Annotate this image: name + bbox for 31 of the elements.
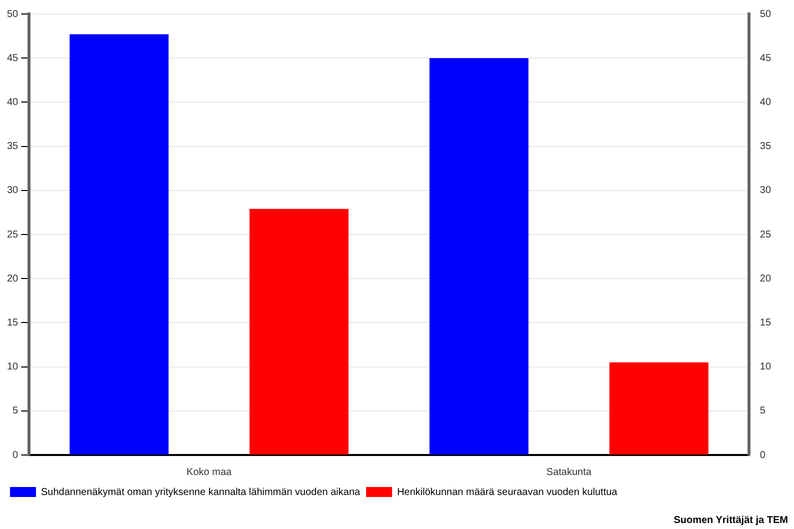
- y2-tick-label: 0: [760, 450, 766, 461]
- y2-tick-label: 35: [760, 141, 772, 152]
- legend-label: Henkilökunnan määrä seuraavan vuoden kuluttua: [397, 486, 618, 498]
- y-tick-label: 25: [7, 229, 19, 240]
- y-tick-label: 10: [7, 362, 19, 373]
- y2-tick-label: 10: [760, 362, 772, 373]
- y-tick-label: 15: [7, 317, 19, 328]
- bar: [70, 34, 169, 454]
- y2-tick-label: 40: [760, 96, 772, 108]
- y-tick-label: 50: [7, 8, 19, 20]
- y-tick-label: 45: [7, 52, 19, 64]
- bar: [250, 208, 349, 454]
- y2-tick-label: 30: [760, 185, 772, 196]
- y2-tick-label: 45: [760, 52, 772, 64]
- y-tick-label: 35: [7, 141, 19, 152]
- y2-tick-label: 25: [760, 229, 772, 240]
- y2-tick-label: 20: [760, 273, 772, 284]
- y2-tick-label: 15: [760, 317, 772, 328]
- bar: [609, 362, 708, 454]
- x-tick-label: Satakunta: [546, 466, 592, 478]
- y-tick-label: 20: [7, 273, 19, 284]
- x-tick-label: Koko maa: [186, 466, 232, 478]
- legend-label: Suhdannenäkymät oman yrityksenne kannalta lähimmän vuoden aikana: [41, 486, 361, 498]
- y-tick-label: 40: [7, 96, 19, 108]
- y-tick-label: 0: [12, 450, 19, 461]
- y2-tick-label: 50: [760, 8, 772, 20]
- bar: [429, 58, 528, 454]
- y-tick-label: 5: [12, 406, 19, 417]
- y2-tick-label: 5: [760, 406, 766, 417]
- y-tick-label: 30: [7, 185, 19, 196]
- text: Suomen Yrittäjät ja TEM: [674, 514, 788, 526]
